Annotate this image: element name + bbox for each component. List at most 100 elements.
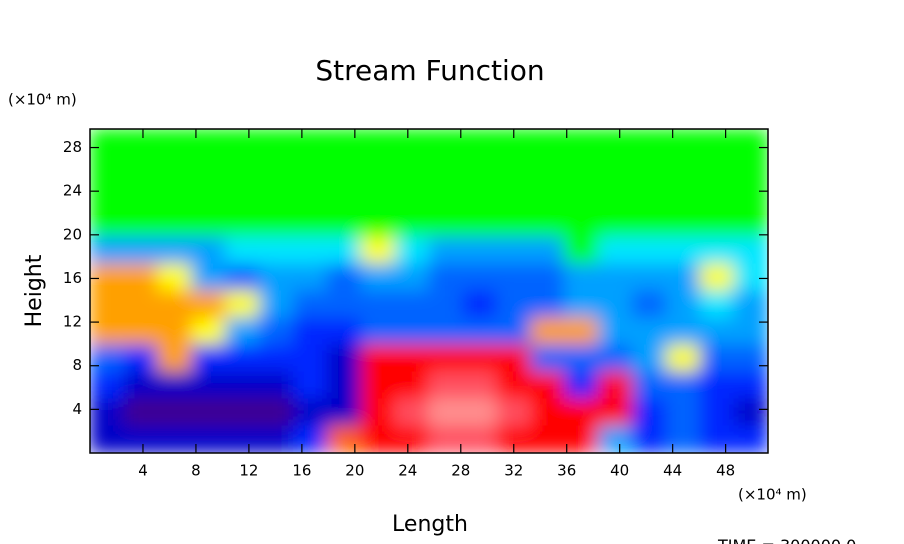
contour-cell xyxy=(530,263,566,292)
contour-cell xyxy=(157,317,193,346)
contour-cell xyxy=(564,236,599,265)
contour-cell xyxy=(598,290,633,319)
contour-cell xyxy=(292,263,328,292)
contour-cell xyxy=(326,182,362,211)
contour-cell xyxy=(225,263,260,292)
contour-cell xyxy=(496,182,532,211)
contour-cell xyxy=(360,182,396,211)
contour-cell xyxy=(598,263,633,292)
contour-cell xyxy=(326,263,362,292)
contour-cell xyxy=(360,290,396,319)
contour-cell xyxy=(699,371,735,400)
contour-cell xyxy=(665,155,701,184)
contour-cell xyxy=(326,209,362,238)
contour-cell xyxy=(123,290,159,319)
contour-cell xyxy=(665,263,701,292)
contour-cell xyxy=(665,425,701,453)
contour-cell xyxy=(462,344,498,373)
contour-cell xyxy=(631,371,667,400)
y-tick-label: 12 xyxy=(63,313,82,331)
y-tick-label: 16 xyxy=(63,269,82,287)
contour-cell xyxy=(394,155,430,184)
contour-cell xyxy=(90,263,125,292)
contour-cell xyxy=(326,398,362,427)
x-tick-label: 36 xyxy=(557,462,576,480)
contour-cell xyxy=(699,263,735,292)
contour-cell xyxy=(699,129,735,157)
contour-cell xyxy=(326,129,362,157)
contour-cell xyxy=(462,129,498,157)
contour-cell xyxy=(496,344,532,373)
contour-cell xyxy=(394,344,430,373)
contour-cell xyxy=(360,236,396,265)
contour-cell xyxy=(564,290,599,319)
contour-cell xyxy=(496,155,532,184)
x-tick-label: 12 xyxy=(239,462,258,480)
contour-cell xyxy=(292,129,328,157)
contour-cell xyxy=(90,425,125,453)
x-tick-label: 48 xyxy=(716,462,735,480)
contour-cell xyxy=(564,398,599,427)
contour-cell xyxy=(530,398,566,427)
contour-cell xyxy=(733,371,768,400)
contour-cell xyxy=(564,425,599,453)
contour-cell xyxy=(564,371,599,400)
contour-cells xyxy=(90,129,768,453)
contour-cell xyxy=(530,317,566,346)
x-tick-label: 28 xyxy=(451,462,470,480)
contour-cell xyxy=(360,398,396,427)
contour-cell xyxy=(225,317,260,346)
contour-cell xyxy=(428,209,464,238)
contour-cell xyxy=(123,236,159,265)
y-tick-label: 28 xyxy=(63,138,82,156)
contour-cell xyxy=(598,344,633,373)
contour-cell xyxy=(496,371,532,400)
contour-cell xyxy=(394,182,430,211)
contour-cell xyxy=(496,290,532,319)
contour-cell xyxy=(564,317,599,346)
contour-cell xyxy=(191,263,227,292)
contour-cell xyxy=(530,290,566,319)
contour-cell xyxy=(428,155,464,184)
contour-cell xyxy=(631,263,667,292)
contour-cell xyxy=(530,129,566,157)
contour-cell xyxy=(360,129,396,157)
contour-cell xyxy=(157,371,193,400)
y-tick-label: 8 xyxy=(72,356,82,374)
contour-cell xyxy=(259,425,294,453)
contour-cell xyxy=(699,344,735,373)
contour-cell xyxy=(90,371,125,400)
contour-cell xyxy=(631,317,667,346)
contour-cell xyxy=(598,398,633,427)
contour-cell xyxy=(292,182,328,211)
contour-cell xyxy=(326,317,362,346)
contour-cell xyxy=(292,290,328,319)
x-tick-label: 40 xyxy=(610,462,629,480)
contour-cell xyxy=(326,236,362,265)
contour-cell xyxy=(123,371,159,400)
contour-cell xyxy=(530,209,566,238)
contour-cell xyxy=(326,290,362,319)
contour-cell xyxy=(157,236,193,265)
contour-cell xyxy=(699,290,735,319)
contour-cell xyxy=(631,425,667,453)
y-axis-label: Height xyxy=(22,254,47,327)
contour-cell xyxy=(326,425,362,453)
contour-cell xyxy=(631,155,667,184)
contour-cell xyxy=(428,263,464,292)
contour-cell xyxy=(360,155,396,184)
x-axis-label: Length xyxy=(392,512,468,537)
contour-cell xyxy=(90,398,125,427)
contour-cell xyxy=(631,129,667,157)
contour-cell xyxy=(598,182,633,211)
contour-cell xyxy=(733,263,768,292)
contour-cell xyxy=(90,290,125,319)
contour-cell xyxy=(699,317,735,346)
x-tick-label: 20 xyxy=(345,462,364,480)
contour-cell xyxy=(225,209,260,238)
contour-cell xyxy=(292,371,328,400)
contour-cell xyxy=(462,236,498,265)
contour-cell xyxy=(530,425,566,453)
contour-cell xyxy=(225,344,260,373)
contour-cell xyxy=(428,182,464,211)
